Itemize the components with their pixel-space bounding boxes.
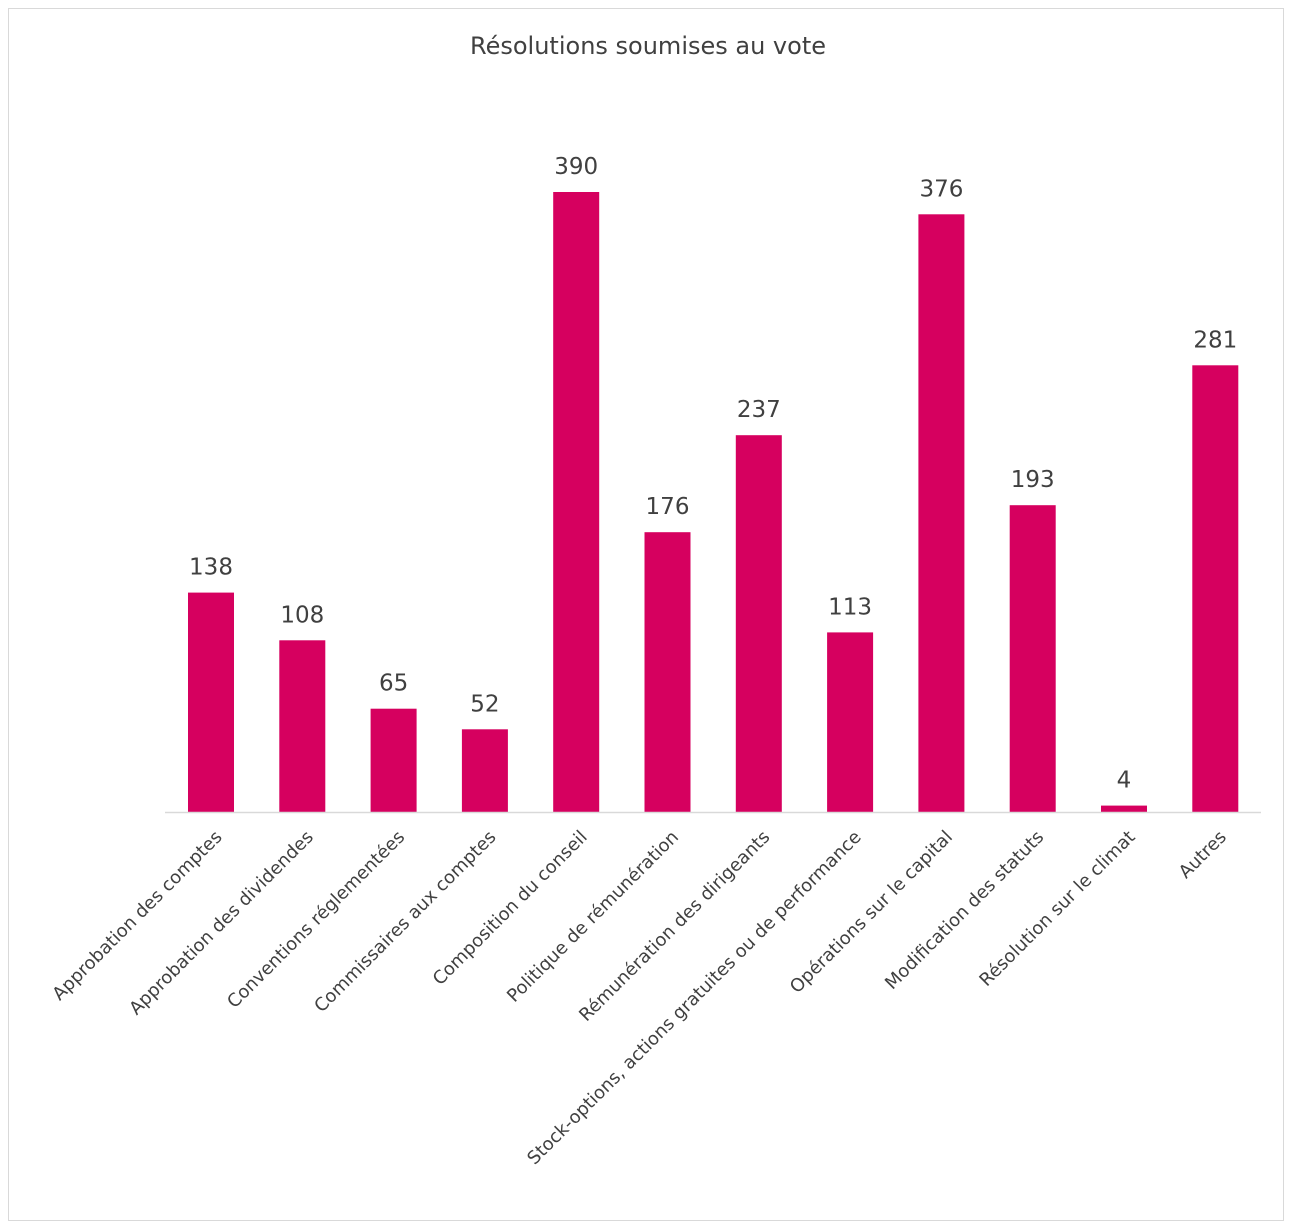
category-label: Résolution sur le climat bbox=[975, 827, 1139, 991]
bar bbox=[553, 192, 600, 812]
bar-value-label: 376 bbox=[919, 176, 963, 202]
bar bbox=[735, 435, 782, 812]
value-labels-group: 138 108 65 52 390 176 237 113 376 193 4 281 bbox=[189, 154, 1237, 794]
bar-value-label: 65 bbox=[379, 671, 408, 697]
bar-value-label: 390 bbox=[554, 154, 598, 180]
bar bbox=[188, 592, 234, 812]
bar bbox=[1101, 805, 1147, 812]
bar bbox=[827, 632, 874, 812]
bar-value-label: 193 bbox=[1011, 467, 1055, 493]
bar bbox=[370, 708, 417, 812]
category-label: Autres bbox=[1175, 827, 1231, 883]
chart-title: Résolutions soumises au vote bbox=[470, 32, 826, 60]
bar-value-label: 176 bbox=[646, 494, 690, 520]
category-label: Politique de rémunération bbox=[503, 827, 683, 1007]
category-label: Opérations sur le capital bbox=[786, 827, 957, 998]
category-label: Conventions réglementées bbox=[223, 827, 409, 1013]
bar-value-label: 281 bbox=[1193, 327, 1237, 353]
bar-value-label: 138 bbox=[189, 555, 233, 581]
category-label: Composition du conseil bbox=[429, 827, 592, 990]
bar-value-label: 237 bbox=[737, 397, 781, 423]
category-label: Stock-options, actions gratuites ou de p… bbox=[523, 827, 865, 1169]
bar bbox=[918, 214, 965, 813]
bar-value-label: 113 bbox=[828, 594, 872, 620]
category-label: Approbation des dividendes bbox=[125, 827, 318, 1020]
bar bbox=[644, 532, 691, 812]
category-label: Modification des statuts bbox=[881, 827, 1048, 994]
category-label: Rémunération des dirigeants bbox=[575, 827, 774, 1026]
bar bbox=[1192, 365, 1239, 812]
category-label: Commissaires aux comptes bbox=[310, 827, 500, 1017]
bar-value-label: 108 bbox=[280, 602, 324, 628]
bar bbox=[461, 729, 508, 812]
bar bbox=[1009, 505, 1056, 812]
bar-value-label: 4 bbox=[1117, 768, 1132, 794]
bar bbox=[279, 640, 326, 812]
bars-group bbox=[188, 192, 1239, 813]
category-label: Approbation des comptes bbox=[48, 827, 226, 1005]
bar-value-label: 52 bbox=[470, 691, 499, 717]
